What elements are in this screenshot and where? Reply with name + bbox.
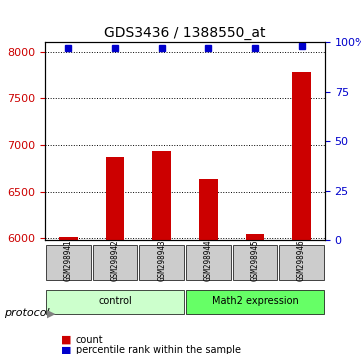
Text: GSM298942: GSM298942 [110,240,119,281]
Text: GSM298944: GSM298944 [204,240,213,281]
Text: GSM298941: GSM298941 [64,240,73,281]
FancyBboxPatch shape [186,290,324,314]
FancyBboxPatch shape [93,245,138,280]
Bar [59,237,78,240]
Text: protocol: protocol [4,308,49,318]
Text: ▶: ▶ [47,308,56,318]
FancyBboxPatch shape [46,290,184,314]
Text: control: control [98,296,132,306]
FancyBboxPatch shape [232,245,277,280]
Text: GSM298945: GSM298945 [251,240,260,281]
Text: Math2 expression: Math2 expression [212,296,298,306]
Bar [199,178,218,240]
Bar [292,72,311,240]
Bar [106,157,125,240]
Text: ■: ■ [61,346,72,354]
Text: percentile rank within the sample: percentile rank within the sample [76,346,241,354]
Text: ■: ■ [61,335,72,345]
Bar [152,152,171,240]
Text: GSM298946: GSM298946 [297,240,306,281]
Title: GDS3436 / 1388550_at: GDS3436 / 1388550_at [104,26,266,40]
FancyBboxPatch shape [139,245,184,280]
Bar [245,234,264,240]
Text: GSM298943: GSM298943 [157,240,166,281]
FancyBboxPatch shape [46,245,91,280]
FancyBboxPatch shape [279,245,324,280]
Text: count: count [76,335,104,345]
FancyBboxPatch shape [186,245,231,280]
